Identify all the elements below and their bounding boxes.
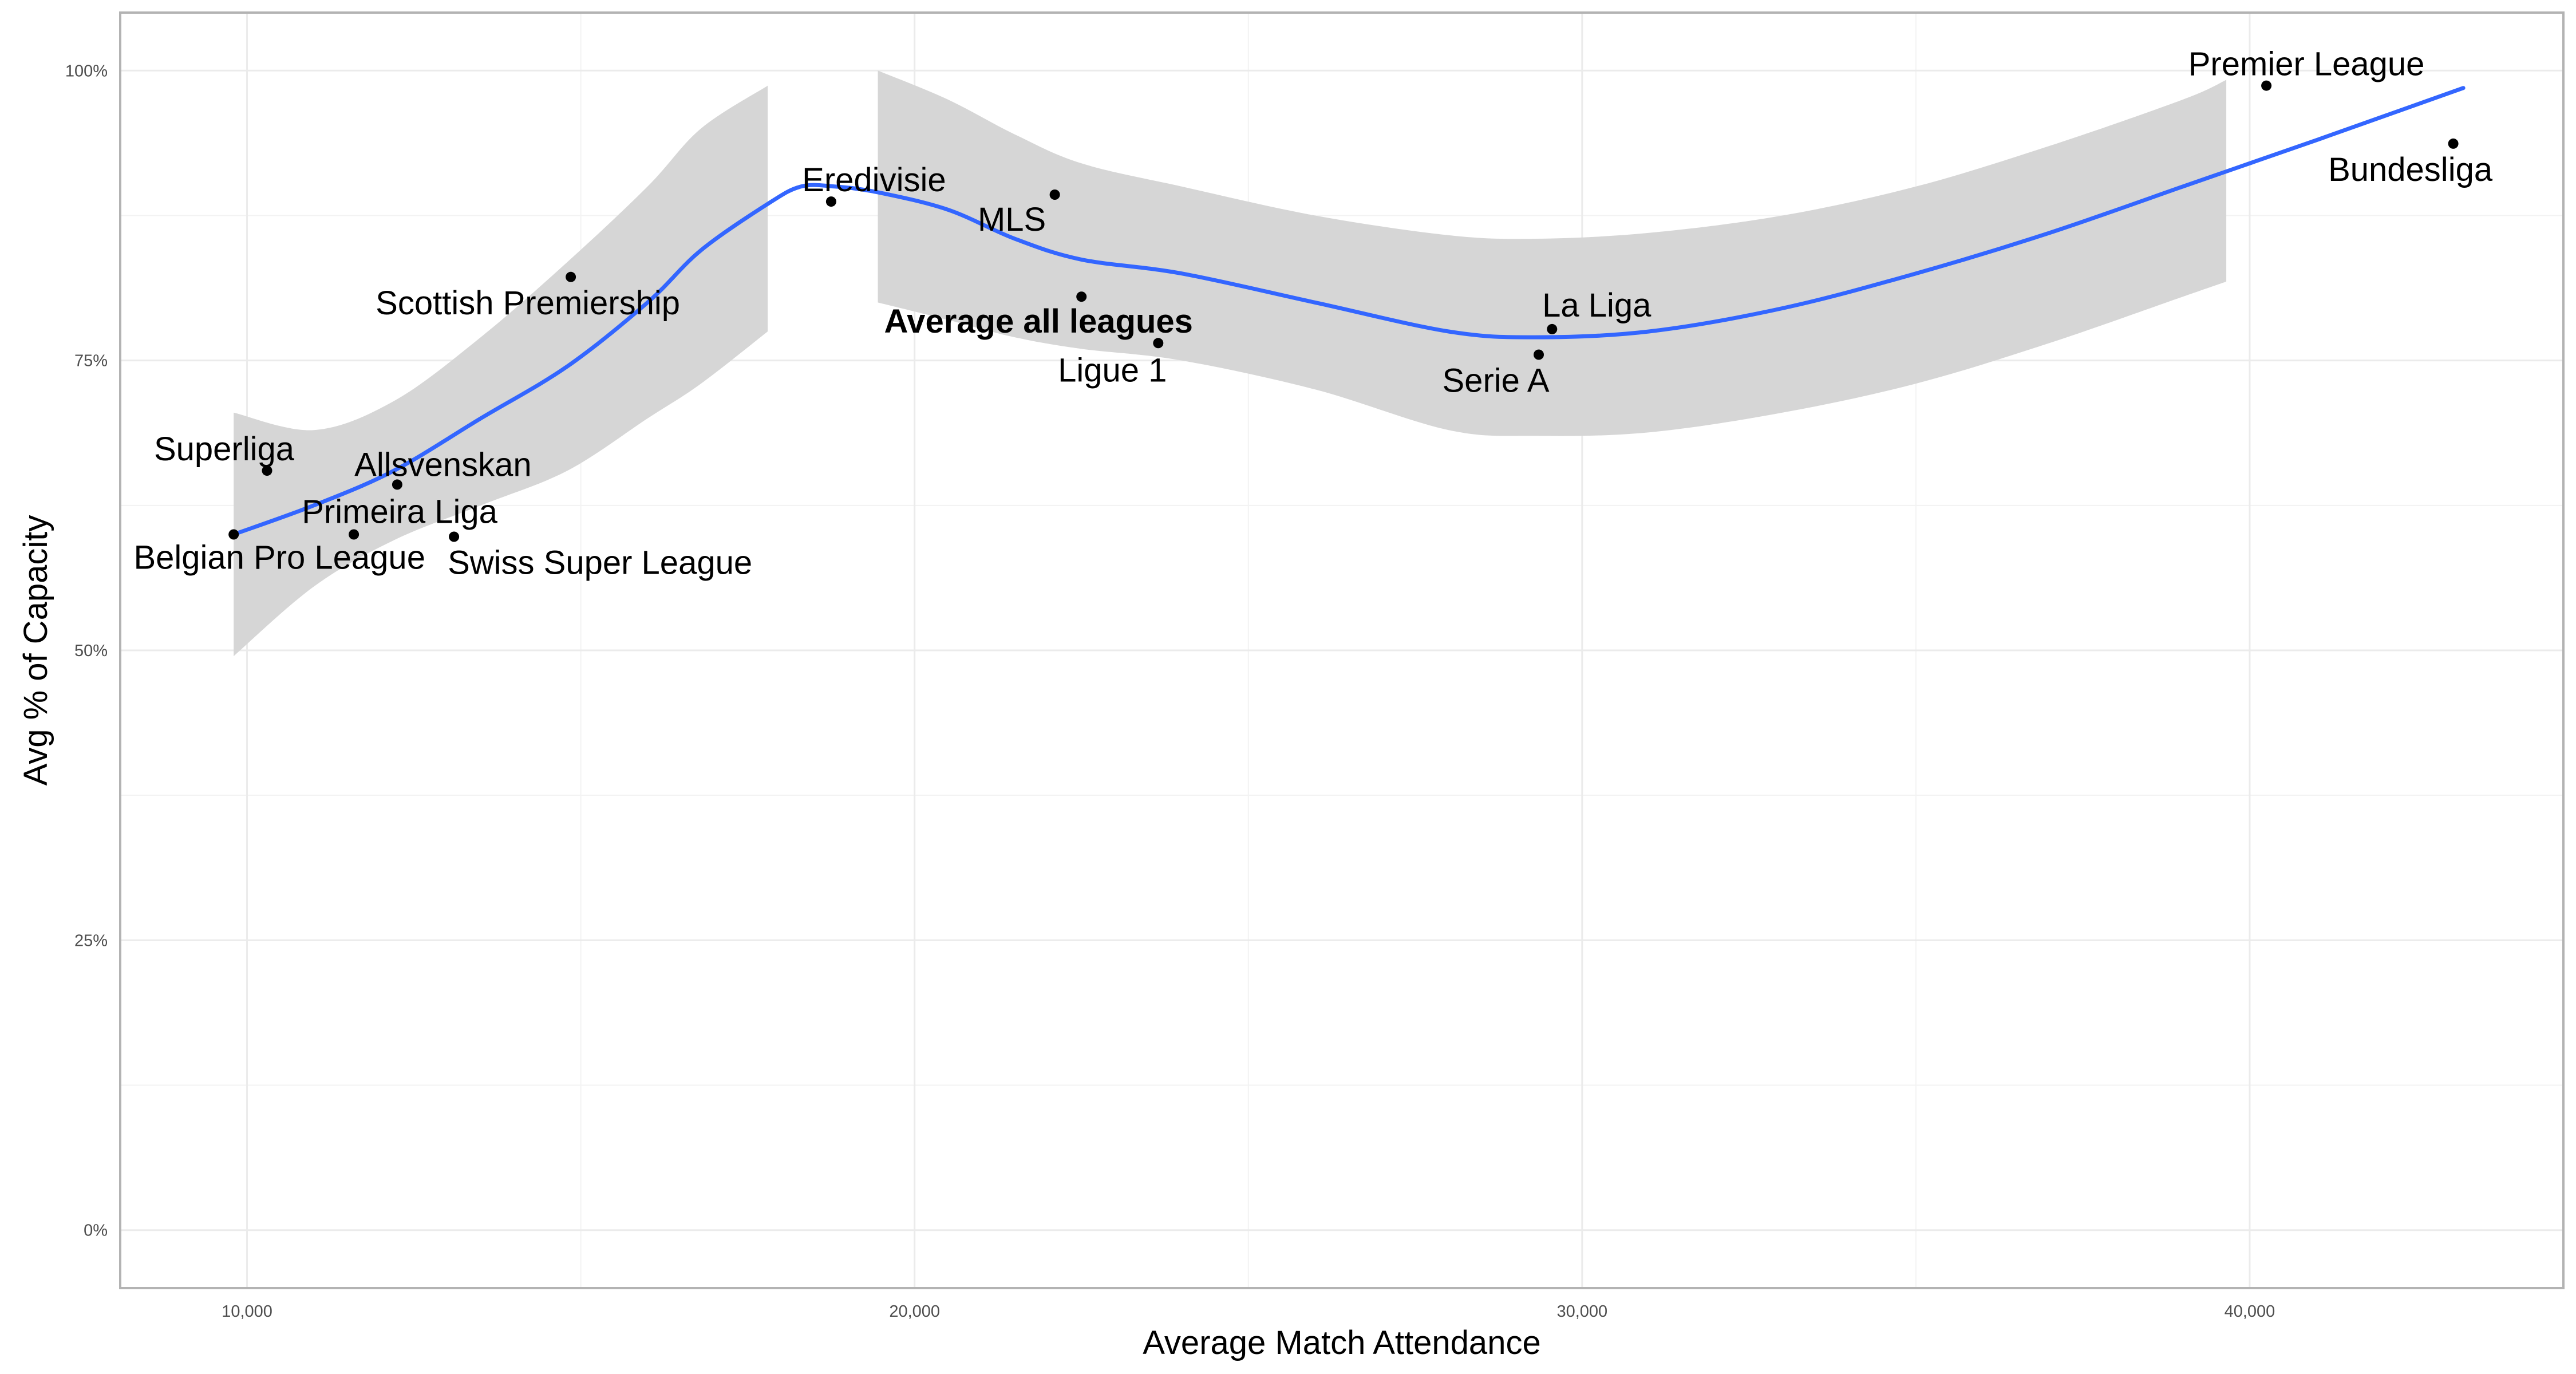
y-tick-label: 0% bbox=[84, 1222, 108, 1240]
point-ligue-1 bbox=[1153, 338, 1164, 349]
y-tick-label: 100% bbox=[65, 62, 108, 80]
x-tick-labels: 10,000 20,000 30,000 40,000 bbox=[222, 1302, 2275, 1321]
label-eredivisie: Eredivisie bbox=[802, 161, 946, 199]
x-tick-label: 10,000 bbox=[222, 1302, 272, 1321]
label-scottish-premiership: Scottish Premiership bbox=[376, 285, 680, 322]
y-tick-label: 50% bbox=[74, 642, 108, 660]
point-belgian-pro-league bbox=[228, 529, 239, 540]
x-tick-label: 30,000 bbox=[1556, 1302, 1607, 1321]
panel-border bbox=[119, 11, 2565, 1289]
label-primeira-liga: Primeira Liga bbox=[302, 493, 497, 531]
point-average-all-leagues bbox=[1076, 291, 1087, 302]
y-tick-labels: 0% 25% 50% 75% 100% bbox=[65, 62, 108, 1239]
data-points bbox=[228, 80, 2459, 542]
point-premier-league bbox=[2261, 80, 2272, 91]
label-premier-league: Premier League bbox=[2188, 46, 2425, 83]
point-serie-a bbox=[1534, 349, 1544, 360]
confidence-band bbox=[878, 70, 2227, 436]
label-swiss-super-league: Swiss Super League bbox=[448, 544, 752, 582]
label-ligue-1: Ligue 1 bbox=[1058, 352, 1167, 389]
trend-line-group bbox=[231, 86, 2466, 536]
x-tick-label: 40,000 bbox=[2225, 1302, 2275, 1321]
confidence-band bbox=[234, 85, 768, 657]
label-mls: MLS bbox=[978, 201, 1046, 238]
label-bundesliga: Bundesliga bbox=[2328, 151, 2493, 188]
point-allsvenskan bbox=[392, 479, 402, 490]
label-belgian-pro-league: Belgian Pro League bbox=[133, 539, 425, 577]
point-primeira-liga bbox=[349, 529, 359, 540]
label-serie-a: Serie A bbox=[1443, 362, 1550, 400]
y-axis-title: Avg % of Capacity bbox=[17, 515, 54, 786]
point-mls bbox=[1049, 189, 1060, 200]
point-swiss-super-league bbox=[449, 531, 460, 542]
confidence-bands bbox=[234, 70, 2227, 657]
point-bundesliga bbox=[2448, 138, 2459, 149]
x-axis-title: Average Match Attendance bbox=[1143, 1324, 1540, 1361]
label-average-all-leagues: Average all leagues bbox=[884, 303, 1192, 340]
y-tick-label: 75% bbox=[74, 352, 108, 370]
label-allsvenskan: Allsvenskan bbox=[354, 446, 531, 483]
point-la-liga bbox=[1547, 323, 1558, 334]
trend-line bbox=[231, 86, 2466, 536]
label-la-liga: La Liga bbox=[1542, 287, 1652, 324]
label-superliga: Superliga bbox=[154, 431, 295, 468]
y-tick-label: 25% bbox=[74, 931, 108, 950]
point-eredivisie bbox=[825, 196, 836, 207]
point-superliga bbox=[262, 465, 272, 476]
x-tick-label: 20,000 bbox=[889, 1302, 940, 1321]
major-gridlines bbox=[120, 13, 2563, 1288]
point-scottish-premiership bbox=[566, 271, 576, 282]
